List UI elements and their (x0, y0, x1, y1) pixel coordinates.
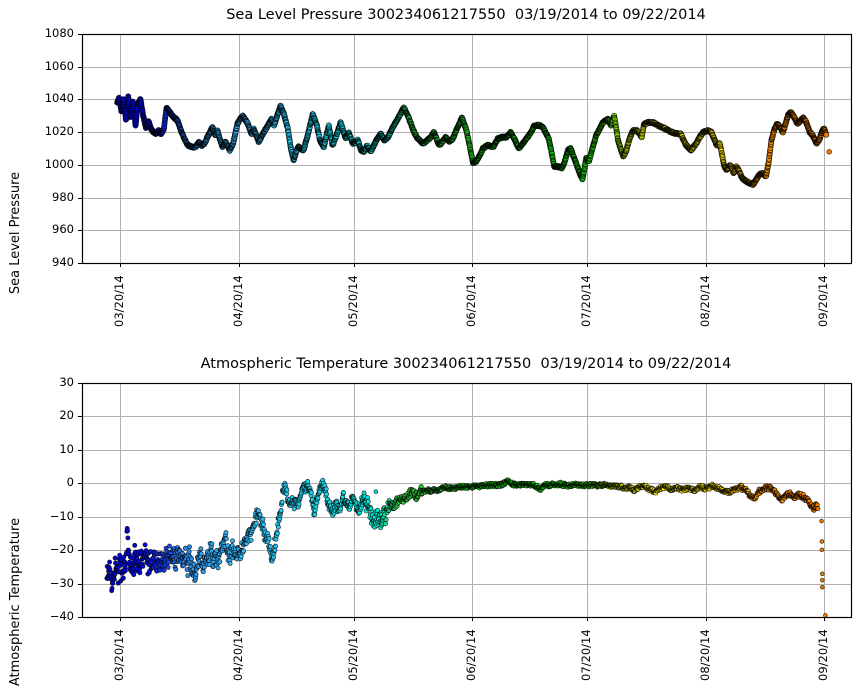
x-tick-label: 04/20/14 (230, 629, 245, 681)
x-tick-label: 07/20/14 (579, 629, 593, 681)
x-tick-label: 08/20/14 (697, 629, 712, 681)
y-tick-label: 0 (66, 475, 74, 490)
y-tick-label: −30 (49, 575, 74, 590)
y-tick-label: 1060 (44, 58, 74, 73)
y-tick-label: 980 (52, 189, 74, 204)
y-tick-label: 960 (52, 222, 74, 237)
y-tick-label: 1080 (44, 26, 74, 40)
y-tick-label: 30 (59, 375, 74, 389)
x-tick-label: 04/20/14 (230, 275, 245, 327)
x-tick-label: 03/20/14 (112, 275, 127, 327)
y-tick-label: 1000 (44, 156, 74, 171)
y-tick-label: −40 (49, 609, 74, 623)
x-tick-label: 09/20/14 (816, 629, 831, 681)
y-tick-label: −20 (49, 542, 74, 557)
pressure-chart-title: Sea Level Pressure 300234061217550 03/19… (226, 7, 706, 23)
x-tick-label: 08/20/14 (697, 275, 712, 327)
temperature-chart-title: Atmospheric Temperature 300234061217550 … (200, 356, 732, 372)
x-tick-label: 05/20/14 (345, 629, 360, 681)
y-tick-label: −10 (49, 508, 74, 523)
x-tick-label: 06/20/14 (464, 629, 479, 681)
y-tick-label: 20 (59, 408, 74, 423)
x-tick-label: 06/20/14 (464, 275, 479, 327)
y-tick-label: 1040 (44, 91, 74, 106)
x-tick-label: 07/20/14 (579, 275, 593, 327)
x-tick-label: 09/20/14 (816, 275, 831, 327)
pressure-y-axis-label: Sea Level Pressure (8, 171, 23, 295)
x-tick-label: 05/20/14 (345, 275, 360, 327)
y-tick-label: 940 (52, 255, 74, 269)
temperature-y-axis-label: Atmospheric Temperature (8, 517, 23, 687)
y-tick-label: 10 (59, 441, 74, 456)
x-tick-label: 03/20/14 (112, 629, 127, 681)
y-tick-label: 1020 (44, 124, 74, 139)
